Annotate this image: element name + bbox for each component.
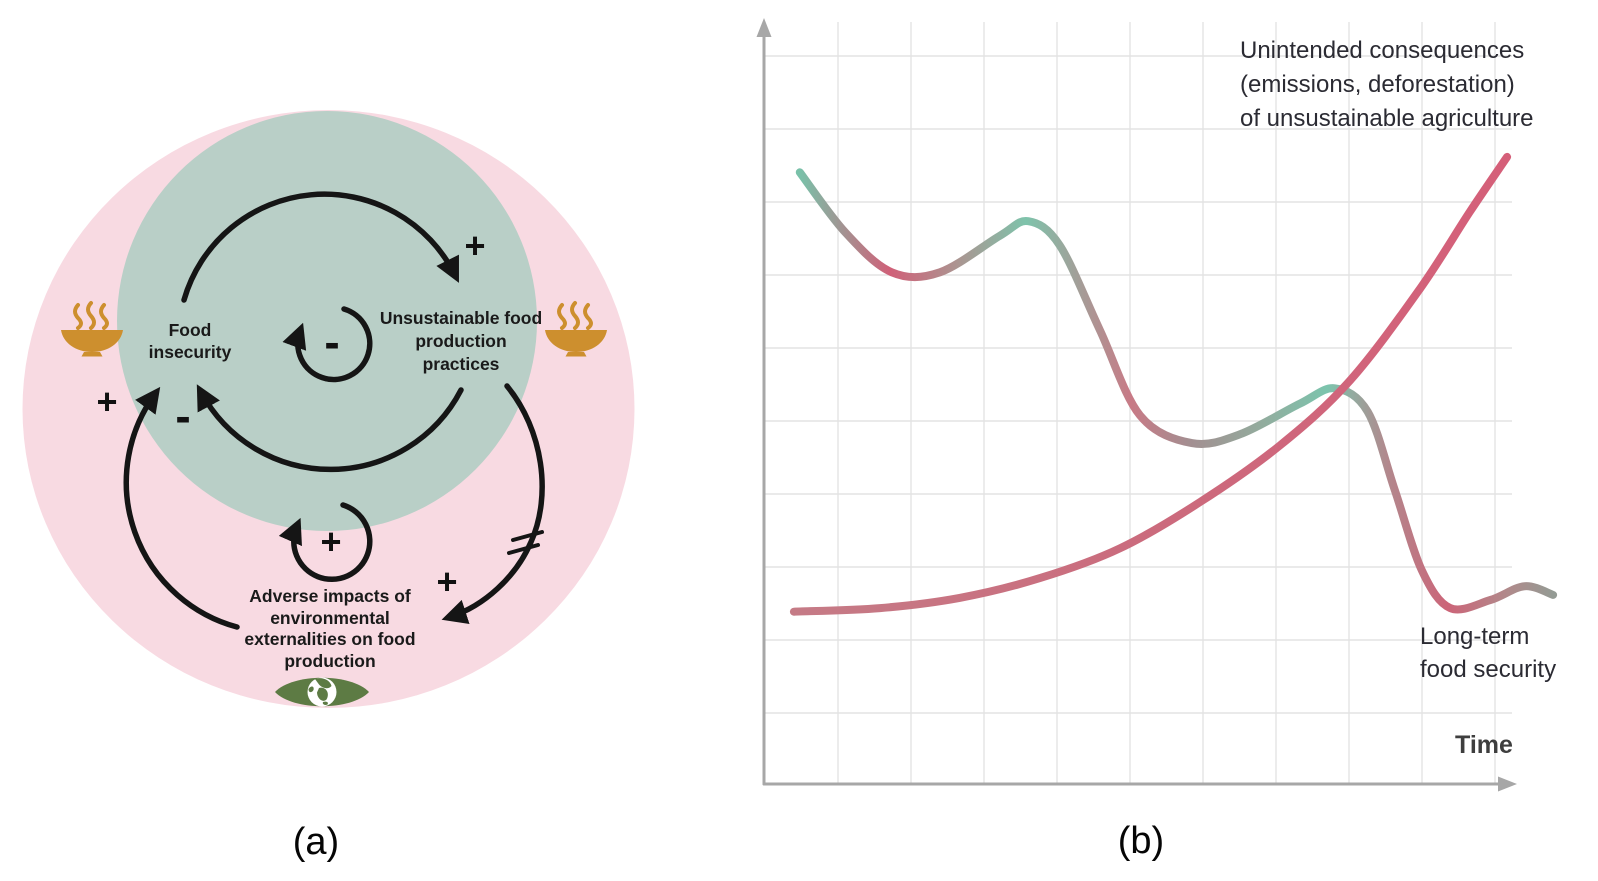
steam-lines-icon (557, 301, 593, 330)
globe-continents (308, 678, 332, 705)
panel-a: Food insecurity Unsustainable food produ… (22, 110, 635, 863)
x-axis-label-time: Time (1455, 731, 1513, 759)
bowl-shape (61, 330, 123, 357)
sign-plus-adverse: + (436, 561, 457, 602)
node-unsustainable-production: Unsustainable food production practices (380, 308, 542, 374)
annotation-consequences-line1: Unintended consequences (1240, 37, 1524, 64)
annotation-security-line1: Long-term (1420, 623, 1529, 650)
arrow-food-to-unsustainable (181, 191, 459, 303)
annotation-security-line2: food security (1420, 656, 1556, 683)
chart-grid (764, 22, 1512, 784)
node-food-insecurity-line1: Food (169, 320, 212, 340)
delay-mark-icon (507, 530, 544, 555)
steam-bowl-icon-left (61, 301, 123, 357)
reinforcing-loop-icon (278, 502, 373, 583)
panel-b: Unintended consequences (emissions, defo… (756, 18, 1558, 862)
curve-security (795, 168, 1558, 614)
node-unsustainable-line3: practices (423, 354, 500, 374)
annotation-consequences-line3: of unsustainable agriculture (1240, 105, 1534, 132)
steam-bowl-icon-right (545, 301, 607, 357)
annotation-unintended-consequences: Unintended consequences (emissions, defo… (1240, 37, 1534, 132)
node-adverse-line2: environmental (270, 608, 390, 628)
x-axis-arrow-icon (1498, 776, 1517, 792)
annotation-long-term-food-security: Long-term food security (1420, 623, 1556, 683)
caption-a: (a) (293, 821, 339, 863)
sign-plus-outer-loop: + (320, 521, 341, 562)
earth-eye-icon (275, 677, 369, 707)
annotation-consequences-line2: (emissions, deforestation) (1240, 71, 1515, 98)
node-adverse-line3: externalities on food (244, 629, 415, 649)
node-food-insecurity-line2: insecurity (149, 342, 232, 362)
node-adverse-line4: production (284, 651, 375, 671)
node-food-insecurity: Food insecurity (149, 320, 232, 362)
bowl-shape (545, 330, 607, 357)
arrow-unsustainable-to-food (196, 384, 464, 473)
sign-minus-inner-loop: - (324, 316, 339, 368)
y-axis-arrow-icon (756, 18, 772, 37)
node-unsustainable-line2: production (415, 331, 506, 351)
balancing-loop-icon (282, 306, 373, 383)
node-adverse-line1: Adverse impacts of (249, 586, 411, 606)
steam-lines-icon (73, 301, 109, 330)
sign-plus-top: + (464, 225, 485, 266)
node-adverse-impacts: Adverse impacts of environmental externa… (244, 586, 415, 671)
sign-plus-left: + (96, 381, 117, 422)
arrow-unsustainable-to-adverse (441, 383, 545, 624)
caption-b: (b) (1118, 820, 1164, 862)
arrow-adverse-to-food (123, 386, 240, 630)
curve-consequences (789, 152, 1512, 616)
sign-minus-return: - (175, 390, 190, 442)
node-unsustainable-line1: Unsustainable food (380, 308, 542, 328)
